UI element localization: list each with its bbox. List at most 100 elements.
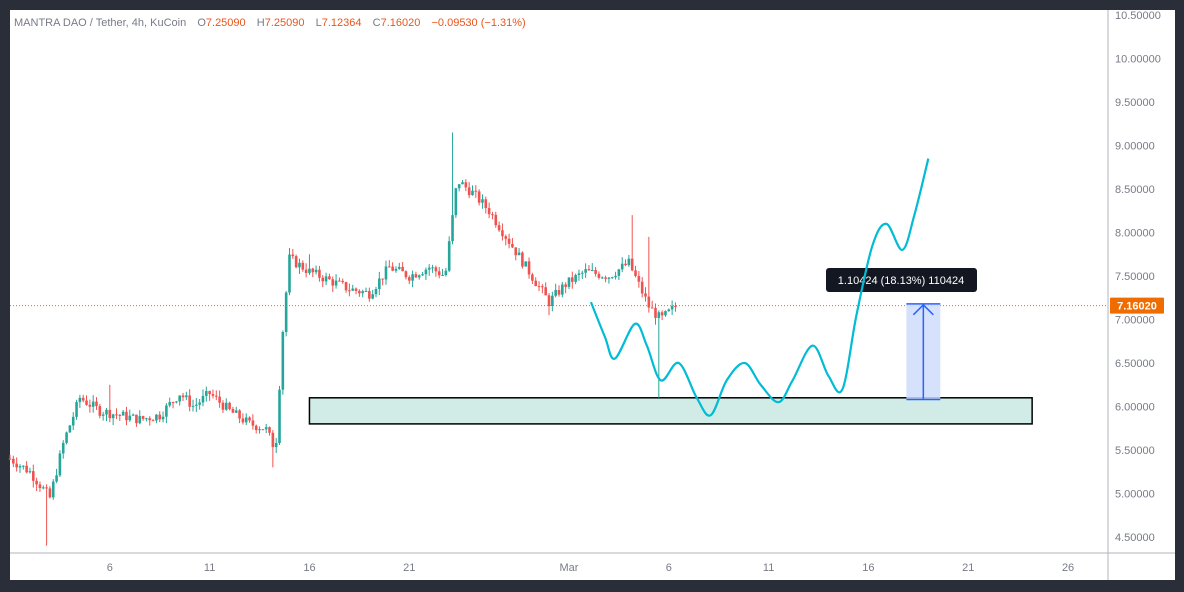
candle-body	[461, 182, 464, 185]
candle-body	[567, 277, 571, 287]
candle-body	[474, 190, 478, 192]
candle-body	[115, 414, 118, 416]
candle-body	[354, 288, 358, 291]
candle-body	[564, 284, 567, 287]
candle-body	[444, 270, 448, 275]
candle-body	[328, 276, 331, 280]
y-tick-label: 6.00000	[1115, 402, 1155, 414]
x-tick-label: Mar	[560, 562, 579, 574]
high-key: H	[256, 17, 265, 29]
candle-body	[537, 286, 541, 288]
candle-body	[331, 279, 335, 286]
candle-body	[201, 395, 205, 403]
measure-label: 1.10424 (18.13%) 110424	[838, 275, 964, 287]
projection-path	[589, 158, 930, 417]
candle-body	[358, 290, 361, 294]
candle-body	[654, 307, 657, 318]
candle-body	[457, 184, 461, 189]
candle-body	[467, 187, 471, 196]
candle-body	[165, 405, 168, 417]
candle-body	[514, 247, 518, 256]
candle-body	[98, 406, 102, 416]
candle-body	[158, 414, 162, 420]
candle-body	[251, 420, 255, 426]
candle-body	[88, 404, 92, 407]
candle-body	[31, 471, 35, 481]
price-range-tool[interactable]: 1.10424 (18.13%) 110424	[826, 268, 977, 401]
measure-arrow-head	[912, 303, 934, 316]
low-key: L	[315, 17, 322, 29]
candle-body	[541, 286, 544, 288]
candle-body	[244, 417, 248, 423]
candle-body	[434, 267, 438, 272]
candle-body	[491, 214, 494, 216]
candle-body	[78, 397, 82, 403]
candle-body	[607, 277, 611, 279]
candle-body	[304, 269, 308, 274]
y-tick-label: 6.50000	[1115, 358, 1155, 370]
candle-body	[175, 401, 178, 403]
candle-body	[195, 404, 198, 406]
candle-body	[637, 276, 641, 282]
candle-body	[441, 274, 444, 276]
y-tick-label: 5.50000	[1115, 445, 1155, 457]
candle-body	[125, 411, 128, 421]
candle-body	[298, 262, 301, 268]
y-tick-label: 10.00000	[1115, 54, 1161, 66]
candle-body	[594, 269, 597, 274]
y-tick-label: 10.50000	[1115, 10, 1161, 22]
candle-body	[8, 458, 12, 460]
candle-body	[55, 475, 58, 482]
candle-body	[547, 295, 551, 306]
candle-body	[521, 252, 524, 267]
axes: 10.50000 10.00000 9.50000 9.00000 8.50000 8.0…	[10, 10, 1175, 580]
candle-body	[261, 429, 265, 431]
candle-body	[411, 274, 414, 281]
candle-body	[181, 395, 185, 398]
candle-body	[188, 395, 191, 407]
candle-body	[271, 432, 275, 448]
high-value: 7.25090	[264, 17, 305, 29]
candle-body	[241, 418, 245, 423]
candle-body	[647, 296, 651, 308]
current-price-tag	[1110, 297, 1164, 314]
candle-body	[574, 275, 577, 282]
candle-body	[391, 266, 394, 271]
candle-body	[218, 396, 221, 403]
candle-body	[481, 199, 484, 203]
candle-body	[557, 289, 561, 295]
candle-body	[314, 269, 318, 273]
candle-body	[211, 394, 215, 396]
candle-body	[587, 269, 591, 271]
candle-body	[670, 306, 674, 310]
symbol-title: MANTRA DAO / Tether, 4h, KuCoin	[14, 17, 187, 29]
candle-body	[191, 405, 195, 407]
candle-body	[288, 254, 291, 293]
candle-body	[484, 199, 488, 209]
candle-body	[161, 416, 165, 420]
candle-body	[228, 402, 231, 410]
candle-body	[627, 258, 631, 266]
candle-body	[38, 484, 42, 489]
candle-body	[324, 276, 328, 282]
candle-body	[75, 402, 78, 417]
candle-body	[424, 269, 428, 275]
candle-body	[531, 274, 534, 281]
chart-panel[interactable]	[10, 10, 1175, 580]
candle-body	[338, 280, 341, 282]
candle-body	[414, 274, 418, 278]
x-tick-label: 6	[666, 562, 672, 574]
candle-body	[198, 402, 201, 405]
change-value: −0.09530 (−1.31%)	[431, 17, 526, 29]
candle-body	[378, 278, 381, 289]
candle-body	[501, 230, 504, 237]
candle-body	[368, 290, 371, 299]
candle-body	[268, 427, 271, 433]
candle-body	[58, 453, 62, 476]
candle-body	[394, 268, 398, 271]
candle-body	[624, 263, 627, 266]
candle-body	[600, 277, 604, 279]
candle-body	[18, 466, 22, 468]
